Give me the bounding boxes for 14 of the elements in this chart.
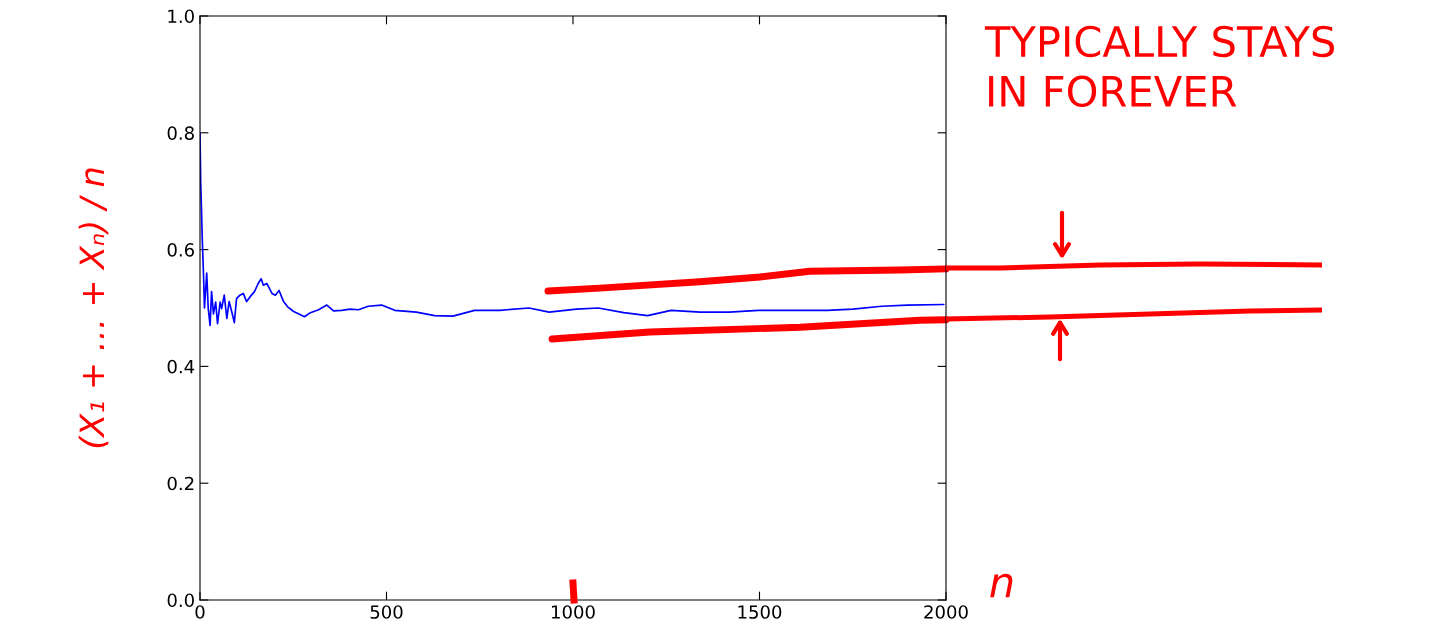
y-tick-label: 0.6: [167, 243, 194, 257]
x-tick-label: 500: [370, 605, 403, 619]
y-tick-label: 0.2: [167, 476, 194, 491]
y-axis-title: (X₁ + … + Xₙ) / n: [78, 168, 109, 448]
y-tick-label: 0.0: [167, 593, 194, 608]
y-tick-label: 0.4: [167, 359, 195, 374]
x-tick-label: 1500: [738, 605, 782, 619]
y-tick-label: 1.0: [168, 9, 194, 24]
text: TYPICALLY STAYS IN FOREVER: [984, 25, 1335, 108]
y-tick-label: 0.8: [167, 126, 194, 140]
x-tick-label: 2000: [924, 605, 968, 619]
x-tick-label: 1000: [552, 605, 595, 619]
x-tick-label: 0: [195, 605, 205, 619]
x-axis-title: n: [990, 573, 1013, 598]
